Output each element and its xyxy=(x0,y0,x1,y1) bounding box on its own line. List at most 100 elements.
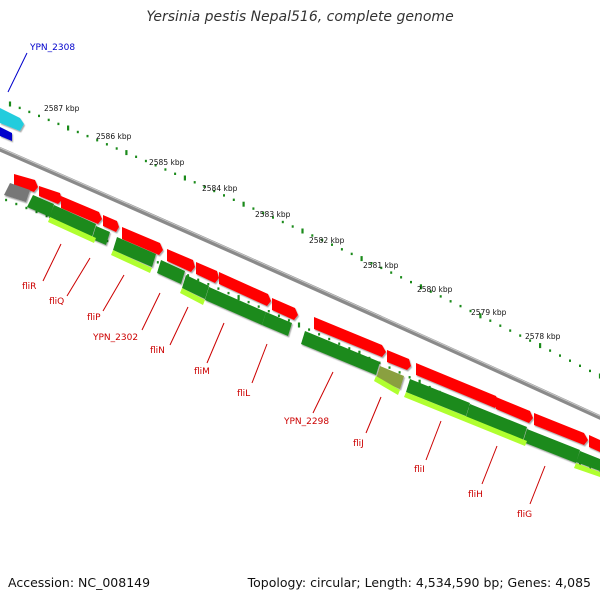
gene-label-flip[interactable]: fliP xyxy=(87,313,101,323)
gene-flir[interactable] xyxy=(27,195,54,217)
gene-flii-a[interactable] xyxy=(406,379,470,416)
pointer-flii xyxy=(425,420,442,461)
rna-segment-2[interactable] xyxy=(111,250,152,273)
tick-label-2585: 2585 kbp xyxy=(149,158,185,167)
major-tick-0-0 xyxy=(8,101,12,107)
minor-tick-0-37 xyxy=(370,262,373,265)
minor-tick-1-35 xyxy=(348,347,351,350)
minor-tick-0-50 xyxy=(499,324,502,327)
feature-ypn-2308[interactable] xyxy=(0,108,24,131)
minor-tick-0-23 xyxy=(232,198,235,201)
gene-flim-b[interactable] xyxy=(205,287,266,325)
gene-label-flih[interactable]: fliH xyxy=(468,490,483,500)
minor-tick-1-1 xyxy=(5,198,8,202)
minor-tick-0-33 xyxy=(331,243,333,246)
gene-flii-b[interactable] xyxy=(466,404,527,440)
genome-backbone xyxy=(0,146,600,420)
gene-label-flij[interactable]: fliJ xyxy=(353,439,364,449)
minor-tick-0-34 xyxy=(340,248,343,251)
tick-label-2580: 2580 kbp xyxy=(417,285,453,294)
gene-label-fliq[interactable]: fliQ xyxy=(49,297,64,307)
major-tick-1-30 xyxy=(297,322,301,328)
major-tick-0-48 xyxy=(479,313,482,319)
major-tick-0-18 xyxy=(183,175,186,181)
gene-forward-11[interactable] xyxy=(387,350,411,370)
rna-segment-3[interactable] xyxy=(180,288,205,305)
rna-segment-4[interactable] xyxy=(374,376,400,395)
gene-label-ypn-2302[interactable]: YPN_2302 xyxy=(92,333,138,343)
gene-label-ypn-2308[interactable]: YPN_2308 xyxy=(29,43,75,53)
gene-forward-5[interactable] xyxy=(122,227,163,255)
minor-tick-1-5 xyxy=(45,214,48,218)
gene-flih[interactable] xyxy=(523,429,580,463)
major-tick-0-42 xyxy=(419,284,422,290)
gene-forward-2[interactable] xyxy=(39,186,62,204)
minor-tick-0-10 xyxy=(105,143,108,146)
gene-flig[interactable] xyxy=(576,451,600,471)
minor-tick-1-39 xyxy=(388,366,391,369)
genome-summary-label: Topology: circular; Length: 4,534,590 bp… xyxy=(247,575,591,590)
gene-fliq[interactable] xyxy=(49,205,96,237)
minor-tick-1-16 xyxy=(156,261,159,264)
gene-flil[interactable] xyxy=(262,312,292,336)
tick-label-2578: 2578 kbp xyxy=(525,332,561,341)
minor-tick-0-45 xyxy=(449,300,452,303)
minor-tick-0-47 xyxy=(469,309,472,313)
gene-forward-14[interactable] xyxy=(534,413,588,445)
minor-tick-0-13 xyxy=(135,155,138,158)
gene-ypn-2298[interactable] xyxy=(301,331,380,375)
pointer-ypn-2298 xyxy=(312,371,334,414)
pointer-flin xyxy=(169,306,189,346)
gene-forward-1[interactable] xyxy=(14,174,38,192)
gene-label-flim[interactable]: fliM xyxy=(194,367,210,377)
gene-flip[interactable] xyxy=(92,226,110,245)
forward-strand-genes xyxy=(14,174,600,452)
gene-label-flil[interactable]: fliL xyxy=(237,389,250,399)
minor-tick-0-40 xyxy=(400,276,403,279)
gene-forward-12[interactable] xyxy=(416,363,499,408)
tick-label-2584: 2584 kbp xyxy=(202,184,238,193)
gene-label-flir[interactable]: fliR xyxy=(22,282,36,292)
gene-flim-a[interactable] xyxy=(182,275,209,299)
gene-forward-7[interactable] xyxy=(196,262,219,283)
rna-segment-1[interactable] xyxy=(48,217,96,243)
gene-forward-8[interactable] xyxy=(219,272,271,306)
feature-blue[interactable] xyxy=(0,127,12,141)
minor-tick-1-31 xyxy=(308,328,311,331)
minor-tick-1-28 xyxy=(277,314,280,317)
major-tick-0-6 xyxy=(67,125,70,131)
rna-segment-5[interactable] xyxy=(404,392,527,446)
gene-forward-10[interactable] xyxy=(314,317,386,357)
minor-tick-0-44 xyxy=(439,295,442,298)
minor-tick-1-2 xyxy=(15,202,18,206)
minor-tick-0-8 xyxy=(86,134,89,138)
gene-forward-3[interactable] xyxy=(61,196,102,224)
major-tick-0-12 xyxy=(125,150,128,156)
minor-tick-0-5 xyxy=(57,122,60,126)
minor-tick-0-43 xyxy=(429,290,432,293)
major-tick-1-42 xyxy=(418,379,421,385)
minor-tick-0-41 xyxy=(410,280,412,284)
gene-forward-13[interactable] xyxy=(496,397,533,423)
gene-forward-15[interactable] xyxy=(589,435,600,452)
rna-segment-6[interactable] xyxy=(574,463,600,477)
minor-tick-0-4 xyxy=(47,118,50,122)
pointer-flih xyxy=(481,445,498,485)
gene-other[interactable] xyxy=(4,183,30,202)
gene-label-flin[interactable]: fliN xyxy=(150,346,165,356)
minor-tick-0-57 xyxy=(569,359,571,362)
minor-tick-0-56 xyxy=(559,354,561,357)
gene-forward-9[interactable] xyxy=(272,298,298,320)
gene-flin[interactable] xyxy=(157,260,185,284)
minor-tick-0-39 xyxy=(390,271,393,274)
gene-ypn-2302[interactable] xyxy=(113,237,156,267)
gene-label-flii[interactable]: fliI xyxy=(414,465,425,475)
gene-label-flig[interactable]: fliG xyxy=(517,510,532,520)
gene-forward-4[interactable] xyxy=(103,215,119,232)
minor-tick-1-40 xyxy=(398,371,401,374)
gene-label-ypn-2298[interactable]: YPN_2298 xyxy=(283,417,329,427)
gene-forward-6[interactable] xyxy=(167,249,195,272)
pointer-flim xyxy=(206,322,225,364)
gene-flij[interactable] xyxy=(376,366,404,389)
minor-tick-0-51 xyxy=(509,329,512,332)
